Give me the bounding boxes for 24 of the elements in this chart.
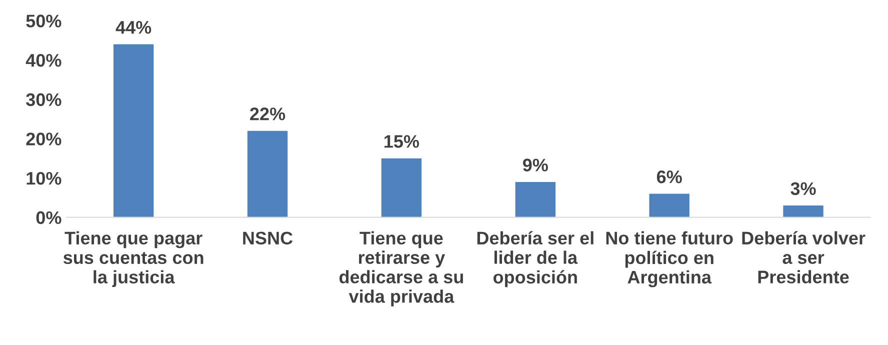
data-label: 9% bbox=[522, 158, 548, 172]
x-tick-label: Debería ser el lider de la oposición bbox=[477, 231, 594, 288]
x-tick-label: No tiene futuro político en Argentina bbox=[606, 231, 733, 288]
bar bbox=[247, 130, 288, 218]
y-tick-label: 0% bbox=[36, 211, 62, 224]
bar bbox=[381, 158, 422, 218]
bar bbox=[515, 182, 556, 218]
bar bbox=[649, 194, 690, 218]
y-tick-label: 50% bbox=[26, 14, 62, 28]
y-tick-label: 30% bbox=[26, 93, 62, 106]
x-tick-label: NSNC bbox=[243, 232, 293, 244]
y-tick-label: 40% bbox=[26, 54, 62, 67]
bar bbox=[113, 44, 154, 218]
data-label: 44% bbox=[116, 21, 152, 34]
y-tick-label: 10% bbox=[26, 172, 62, 185]
bar bbox=[783, 206, 824, 218]
x-tick-label: Debería volver a ser Presidente bbox=[742, 231, 866, 284]
data-label: 22% bbox=[250, 108, 286, 120]
data-label: 15% bbox=[384, 135, 420, 148]
x-tick-label: Tiene que pagar sus cuentas con la justicia bbox=[63, 231, 204, 288]
data-label: 3% bbox=[790, 182, 816, 196]
x-tick-label: Tiene que retirarse y dedicarse a su vida privada bbox=[339, 231, 463, 306]
data-label: 6% bbox=[656, 170, 682, 184]
y-tick-label: 20% bbox=[26, 132, 62, 146]
